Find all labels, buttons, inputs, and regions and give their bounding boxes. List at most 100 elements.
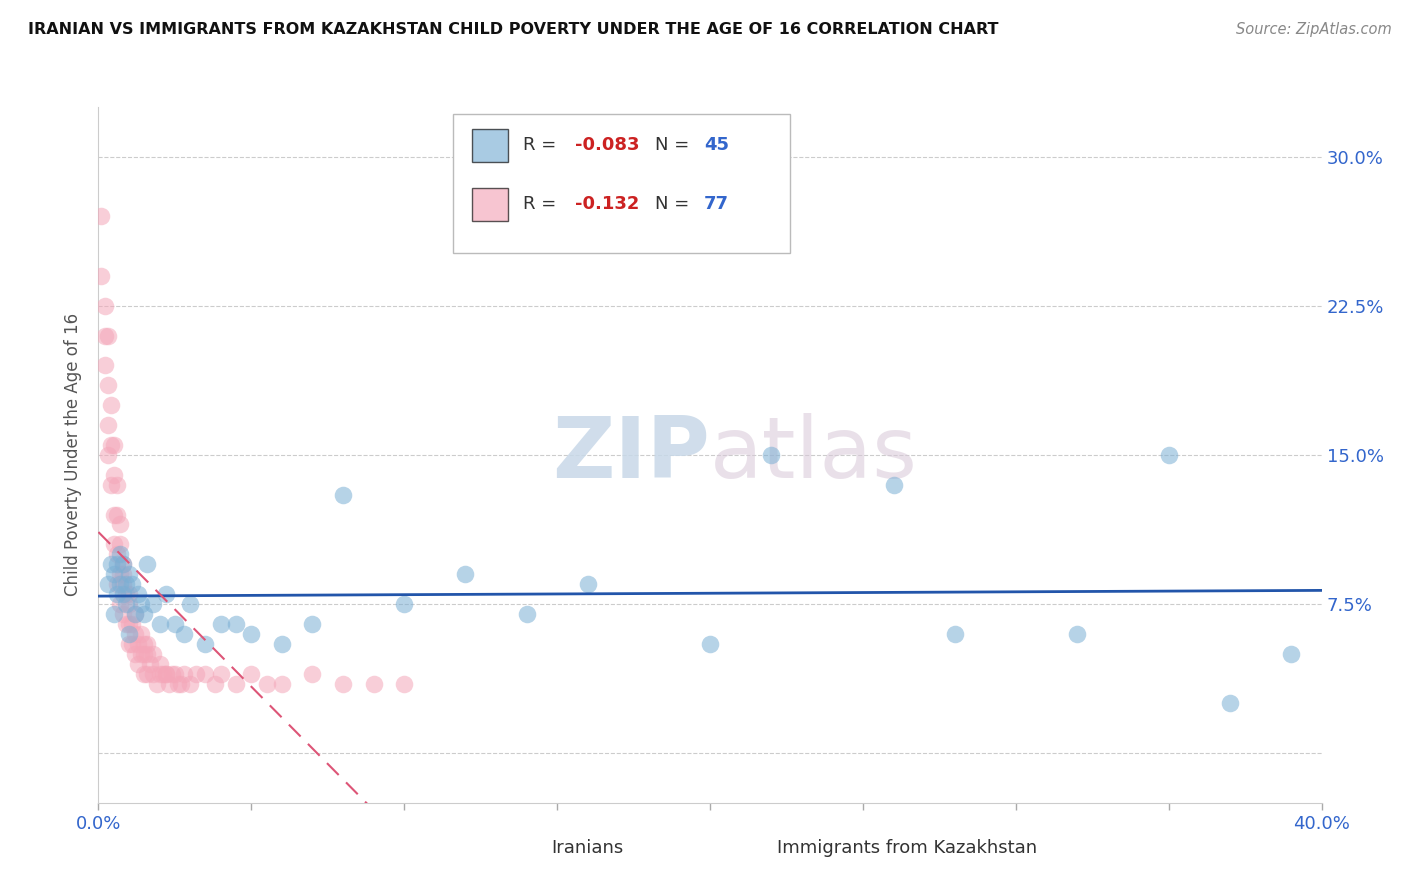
Point [118,587,141,601]
FancyBboxPatch shape [453,114,790,253]
Text: R =: R = [523,195,557,213]
Point [121,616,143,631]
Point [136,637,159,651]
Point [152,666,174,681]
Point [93,359,115,373]
Point [163,666,186,681]
Point [103,438,125,452]
Point [173,666,195,681]
Point [121,637,143,651]
Point [97,378,120,392]
Point [576,577,599,591]
FancyBboxPatch shape [733,834,769,863]
Point [209,666,232,681]
Point [100,558,122,572]
Point [1066,627,1088,641]
Text: -0.132: -0.132 [575,195,640,213]
Point [121,577,143,591]
Point [111,577,134,591]
Point [225,616,247,631]
Point [127,657,149,671]
Point [118,567,141,582]
Point [134,607,156,621]
Point [100,438,122,452]
Text: 77: 77 [704,195,728,213]
Point [97,328,120,343]
Point [111,607,134,621]
Point [240,666,263,681]
Point [240,627,263,641]
Point [149,657,172,671]
Point [167,676,190,690]
Point [97,448,120,462]
Point [111,587,134,601]
Point [270,637,292,651]
Point [111,567,134,582]
Point [134,637,156,651]
Point [134,666,156,681]
Point [209,616,232,631]
Point [129,627,152,641]
Point [124,607,146,621]
Point [392,676,416,690]
Point [155,587,177,601]
Point [108,597,131,611]
Point [103,467,125,482]
Point [124,607,146,621]
Point [124,627,146,641]
Point [1219,697,1241,711]
Point [108,547,131,561]
Text: -0.083: -0.083 [575,136,640,154]
Point [194,666,217,681]
Point [943,627,966,641]
Point [363,676,385,690]
Point [105,577,128,591]
Point [163,616,186,631]
Point [179,676,201,690]
Point [100,398,122,412]
Point [157,676,180,690]
Point [136,647,159,661]
Point [118,597,141,611]
Point [118,627,141,641]
Point [100,477,122,491]
Point [97,577,120,591]
Point [103,508,125,522]
Point [301,616,323,631]
Point [105,558,128,572]
Point [142,647,165,661]
Point [129,647,152,661]
Point [392,597,416,611]
Text: 45: 45 [704,136,728,154]
Point [186,666,208,681]
Point [93,328,115,343]
Point [139,657,162,671]
Point [270,676,292,690]
Point [142,666,165,681]
Point [170,676,193,690]
Point [108,577,131,591]
Point [454,567,477,582]
Point [115,597,138,611]
Point [256,676,278,690]
Point [127,587,149,601]
Point [105,587,128,601]
Point [108,537,131,551]
Point [145,676,167,690]
Point [103,567,125,582]
Point [115,577,138,591]
Point [93,299,115,313]
Point [332,676,354,690]
Point [115,587,138,601]
Point [179,597,201,611]
Point [136,666,159,681]
Text: R =: R = [523,136,557,154]
Point [105,477,128,491]
Text: N =: N = [655,195,689,213]
Text: Source: ZipAtlas.com: Source: ZipAtlas.com [1236,22,1392,37]
Point [1157,448,1180,462]
Point [155,666,177,681]
Point [134,647,156,661]
Point [699,637,721,651]
Point [155,666,177,681]
